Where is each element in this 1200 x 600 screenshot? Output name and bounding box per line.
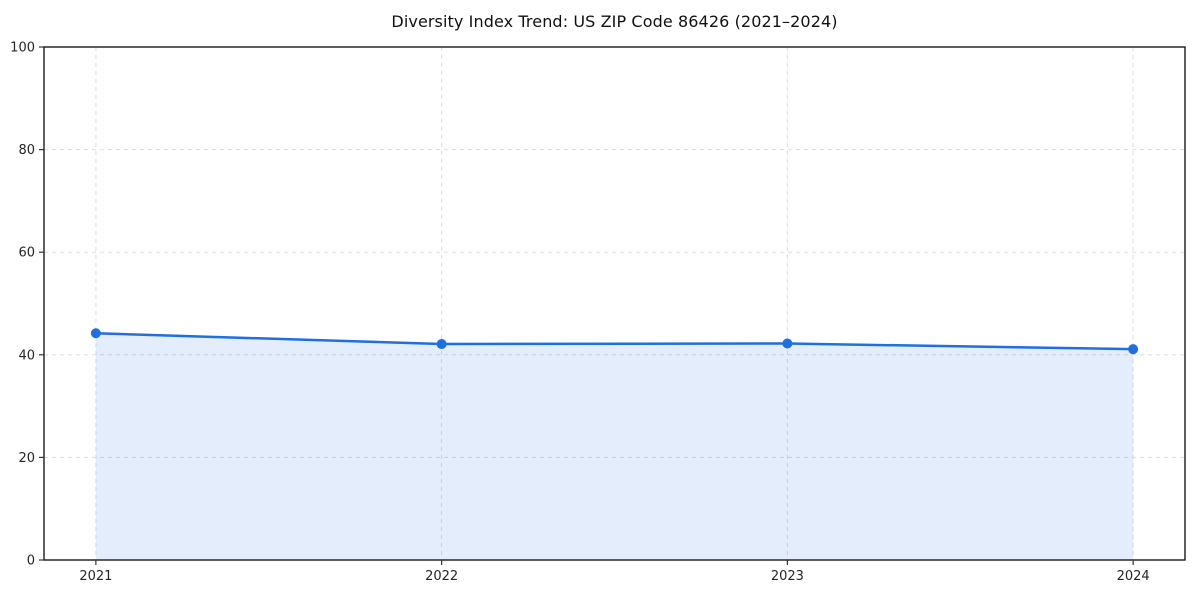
data-point-2021 bbox=[90, 328, 101, 339]
area-fill bbox=[95, 333, 1134, 560]
data-point-2023 bbox=[782, 338, 793, 349]
x-tick-label-2021: 2021 bbox=[79, 569, 112, 584]
data-point-2022 bbox=[436, 339, 447, 350]
y-tick-label-80: 80 bbox=[18, 143, 35, 158]
data-point-2024 bbox=[1128, 344, 1139, 355]
trend-line bbox=[94, 332, 1135, 351]
y-tick-label-100: 100 bbox=[10, 41, 35, 56]
x-tick-label-2024: 2024 bbox=[1117, 569, 1150, 584]
y-tick-label-40: 40 bbox=[18, 348, 35, 363]
x-tick-label-2023: 2023 bbox=[771, 569, 804, 584]
y-tick-label-0: 0 bbox=[27, 554, 35, 569]
axes-frame bbox=[43, 46, 1186, 561]
chart-title: Diversity Index Trend: US ZIP Code 86426… bbox=[391, 12, 838, 31]
x-tick-label-2022: 2022 bbox=[425, 569, 458, 584]
y-tick-label-20: 20 bbox=[18, 451, 35, 466]
y-tick-label-60: 60 bbox=[18, 246, 35, 261]
